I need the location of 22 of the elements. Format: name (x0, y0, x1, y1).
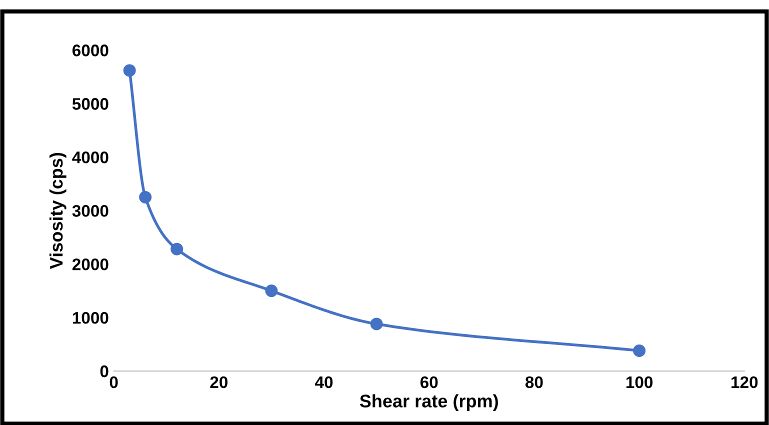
point (139, 190, 152, 204)
x-tick-label: 0 (110, 376, 118, 388)
y-tick-label: 4000 (72, 152, 108, 164)
y-tick-label: 2000 (72, 258, 108, 270)
point (265, 284, 278, 298)
y-axis-title: Visosity (cps) (49, 152, 66, 269)
point (633, 344, 646, 357)
x-axis-title: Shear rate (rpm) (360, 394, 498, 412)
point (170, 242, 184, 256)
x-tick-label: 20 (210, 376, 228, 388)
x-tick-label: 40 (314, 376, 333, 388)
x-tick-label: 80 (525, 376, 543, 388)
x-tick-label: 60 (420, 376, 438, 388)
y-tick-label: 6000 (72, 44, 108, 56)
point (370, 318, 383, 330)
y-tick-label: 1000 (72, 312, 108, 324)
x-tick-label: 120 (732, 376, 758, 388)
x-tick-label: 100 (626, 376, 653, 388)
y-tick-label: 3000 (72, 204, 108, 217)
y-tick-label: 5000 (72, 98, 108, 110)
y-tick-label: 0 (100, 365, 108, 378)
point (123, 64, 136, 77)
